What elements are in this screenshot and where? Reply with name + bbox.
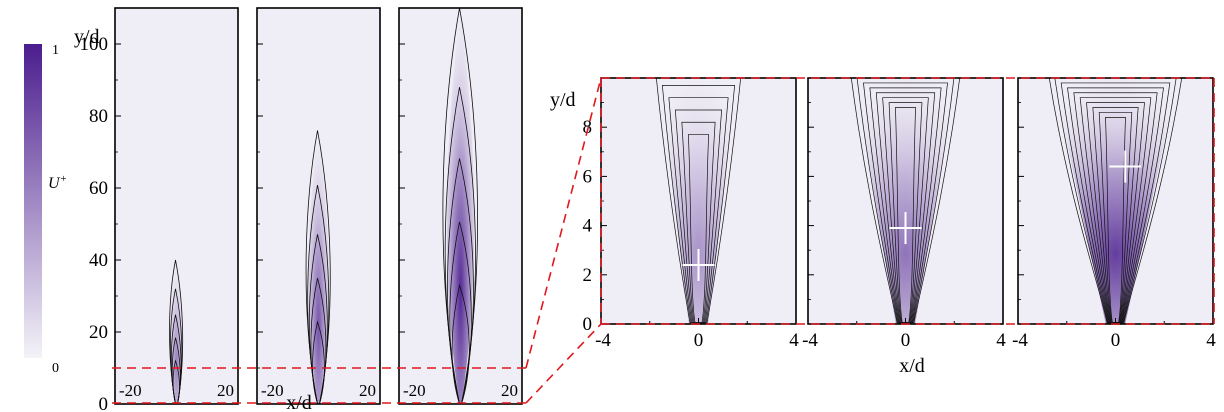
colorbar-gradient — [24, 44, 42, 358]
near-xtick-label: -4 — [1012, 330, 1028, 351]
near-xtick-label: 0 — [901, 330, 911, 351]
near-ytick-label: 0 — [583, 314, 593, 335]
near-contour — [1105, 117, 1126, 324]
near-contour — [1092, 107, 1139, 324]
far-contour — [451, 283, 470, 404]
far-xtick-label: -20 — [261, 381, 284, 400]
near-contour — [668, 97, 729, 324]
near-xtick-label: 0 — [1111, 330, 1121, 351]
far-panel-frame — [398, 7, 523, 405]
near-xlabel: x/d — [899, 355, 925, 377]
far-xtick-label: -20 — [119, 381, 142, 400]
near-ytick-label: 4 — [583, 216, 593, 237]
near-contour — [661, 85, 736, 324]
far-xtick-label: 20 — [359, 381, 376, 400]
near-xtick-label: 4 — [789, 330, 799, 351]
near-ytick-label: 6 — [583, 166, 593, 187]
far-xtick-label: 20 — [501, 381, 518, 400]
far-plume — [446, 8, 475, 404]
near-contour — [850, 78, 961, 324]
far-panel-1: -20 20 — [114, 7, 239, 405]
near-contour — [681, 121, 716, 324]
near-contour — [1079, 97, 1152, 324]
near-xtick-label: 4 — [996, 330, 1006, 351]
far-contour — [172, 359, 180, 404]
near-ytick-label: 2 — [583, 265, 593, 286]
far-contour — [444, 87, 476, 404]
near-xtick-label: 0 — [694, 330, 704, 351]
near-contour — [1048, 78, 1183, 324]
near-panel-2: -4 0 4 — [802, 77, 1006, 351]
near-xtick-label: -4 — [802, 330, 818, 351]
far-xtick-label: 20 — [217, 381, 234, 400]
near-contour — [674, 109, 723, 324]
colorbar: 1 0 U+ — [24, 43, 67, 376]
far-ytick-label: 80 — [89, 106, 108, 127]
far-panel-3: -20 20 — [398, 7, 523, 405]
far-ytick-label: 40 — [89, 250, 108, 271]
near-xtick-label: -4 — [595, 330, 611, 351]
colorbar-max-label: 1 — [52, 43, 59, 58]
near-plume — [660, 78, 737, 324]
near-contour — [856, 78, 955, 324]
far-ylabel: y/d — [74, 26, 100, 48]
far-contour — [449, 221, 472, 404]
far-ytick-label: 60 — [89, 178, 108, 199]
near-contour — [895, 107, 916, 324]
zoom-indicator — [112, 77, 1215, 404]
near-contour — [1073, 92, 1158, 324]
near-contour — [875, 92, 936, 324]
colorbar-min-label: 0 — [52, 361, 59, 376]
zoom-connector-top — [525, 77, 602, 369]
far-contour — [447, 158, 474, 404]
near-contour — [1054, 78, 1177, 324]
far-xlabel: x/d — [286, 392, 312, 412]
near-contour — [888, 102, 923, 324]
far-field-group: -20 20 -20 20 -20 20 0 20 40 60 80 100 — [80, 7, 523, 412]
far-panel-2: -20 20 — [256, 7, 381, 405]
far-contour — [312, 320, 325, 404]
near-contour — [687, 134, 710, 324]
far-ytick-label: 0 — [99, 394, 109, 412]
near-xtick-label: 4 — [1206, 330, 1216, 351]
far-panel-frame — [256, 7, 381, 405]
near-contour — [656, 78, 741, 324]
far-ytick-label: 100 — [80, 34, 109, 55]
near-ylabel: y/d — [550, 89, 576, 111]
near-contour — [863, 82, 948, 324]
near-contour — [1060, 82, 1171, 324]
colorbar-title: U+ — [48, 173, 67, 192]
far-xtick-label: -20 — [403, 381, 426, 400]
far-panel-frame — [114, 7, 239, 405]
near-contour — [882, 97, 929, 324]
near-contour — [1098, 112, 1133, 324]
near-panel-1: -4 0 4 — [595, 77, 799, 351]
near-ytick-label: 8 — [583, 117, 593, 138]
near-contour — [1086, 102, 1145, 324]
near-contour — [1067, 87, 1164, 324]
zoom-connector-bottom — [525, 323, 602, 404]
near-panel-3: -4 0 4 — [1012, 77, 1216, 351]
near-contour — [869, 87, 942, 324]
far-ytick-label: 20 — [89, 322, 108, 343]
far-plume — [308, 130, 329, 404]
